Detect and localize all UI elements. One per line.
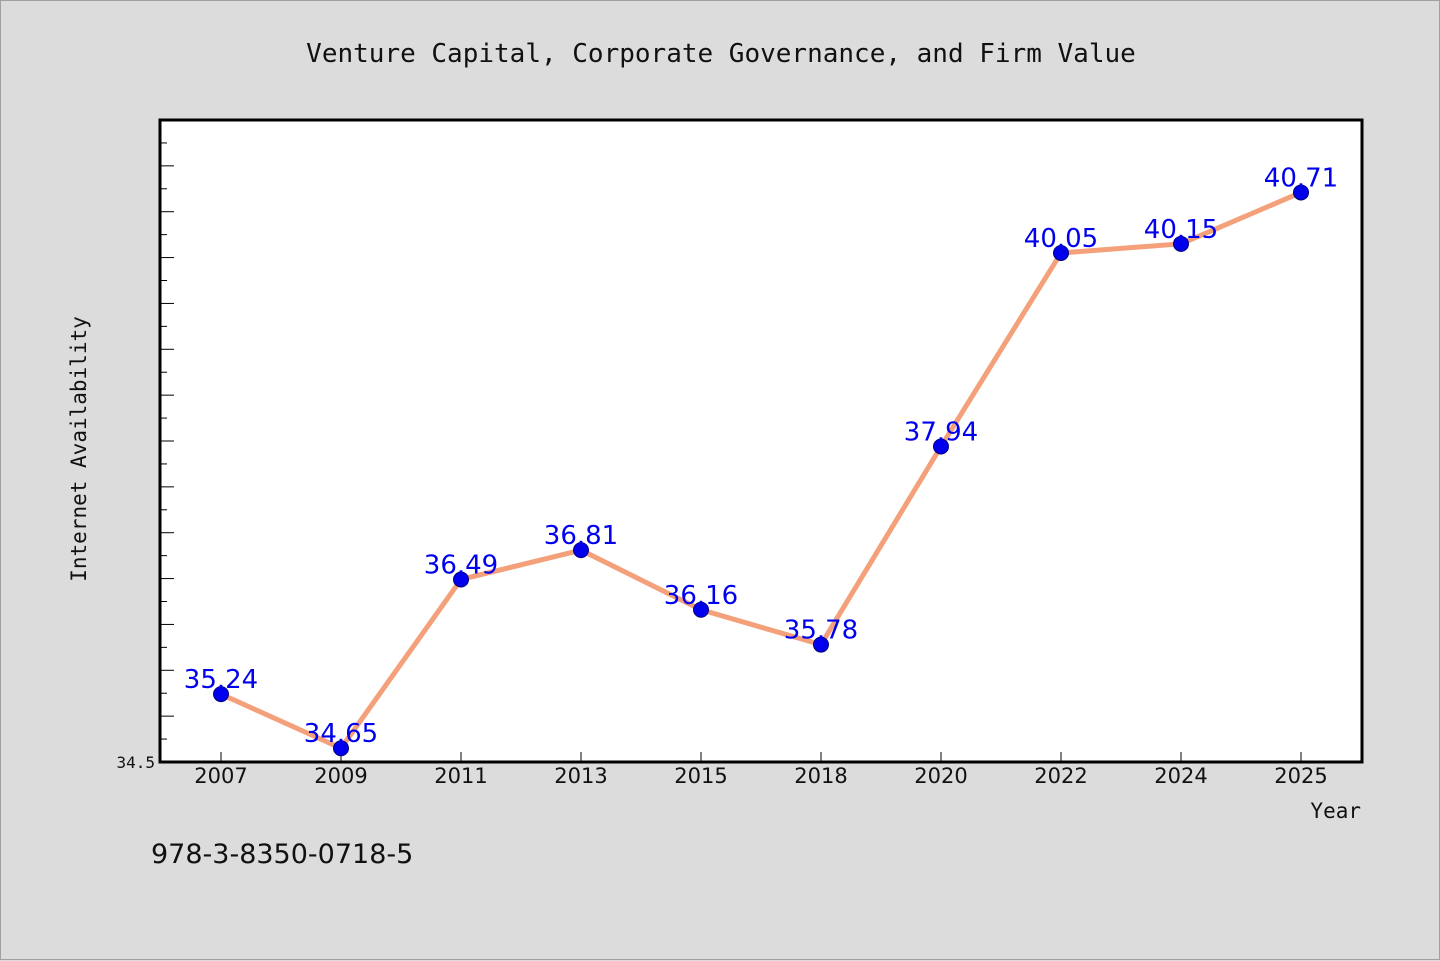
data-label: 36.16 bbox=[664, 581, 738, 611]
x-tick-label: 2025 bbox=[1274, 764, 1327, 788]
x-axis-ticks: 2007 2009 2011 2013 2015 2018 2020 2022 2024 2025 bbox=[194, 752, 1328, 788]
x-tick-label: 2013 bbox=[554, 764, 607, 788]
data-point bbox=[453, 571, 469, 588]
data-point bbox=[693, 601, 709, 618]
y-axis-title: Internet Availability bbox=[67, 316, 91, 582]
y-axis-ticks: 34.5 bbox=[116, 119, 174, 772]
chart-title: Venture Capital, Corporate Governance, a… bbox=[306, 39, 1136, 69]
data-label: 37.94 bbox=[904, 418, 978, 448]
data-label: 40.71 bbox=[1264, 163, 1338, 193]
data-point bbox=[1293, 184, 1309, 201]
x-tick-label: 2024 bbox=[1154, 764, 1207, 788]
y-tick-label: 34.5 bbox=[116, 753, 155, 772]
series-line bbox=[218, 189, 1304, 751]
data-point bbox=[333, 740, 349, 757]
data-label: 36.49 bbox=[424, 550, 498, 580]
data-label: 40.15 bbox=[1144, 215, 1218, 245]
x-tick-label: 2022 bbox=[1034, 764, 1087, 788]
x-tick-label: 2020 bbox=[914, 764, 967, 788]
data-point bbox=[813, 636, 829, 653]
data-label: 35.78 bbox=[784, 616, 858, 646]
data-point bbox=[213, 686, 229, 703]
isbn-text: 978-3-8350-0718-5 bbox=[151, 839, 413, 870]
data-point bbox=[573, 542, 589, 559]
x-tick-label: 2009 bbox=[314, 764, 367, 788]
data-label: 35.24 bbox=[184, 665, 258, 695]
data-label: 34.65 bbox=[304, 719, 378, 749]
data-label: 36.81 bbox=[544, 521, 618, 551]
x-tick-label: 2007 bbox=[194, 764, 247, 788]
data-point bbox=[933, 438, 949, 455]
x-axis-title: Year bbox=[1310, 799, 1361, 823]
series-layer: 35.24 34.65 36.49 36.81 36.16 35.78 37.94 40.05… bbox=[184, 163, 1338, 757]
plot-area bbox=[158, 118, 1364, 764]
x-tick-label: 2011 bbox=[434, 764, 487, 788]
x-tick-label: 2015 bbox=[674, 764, 727, 788]
data-point bbox=[1053, 244, 1069, 261]
data-point bbox=[1173, 235, 1189, 252]
data-label: 40.05 bbox=[1024, 224, 1098, 254]
x-tick-label: 2018 bbox=[794, 764, 847, 788]
